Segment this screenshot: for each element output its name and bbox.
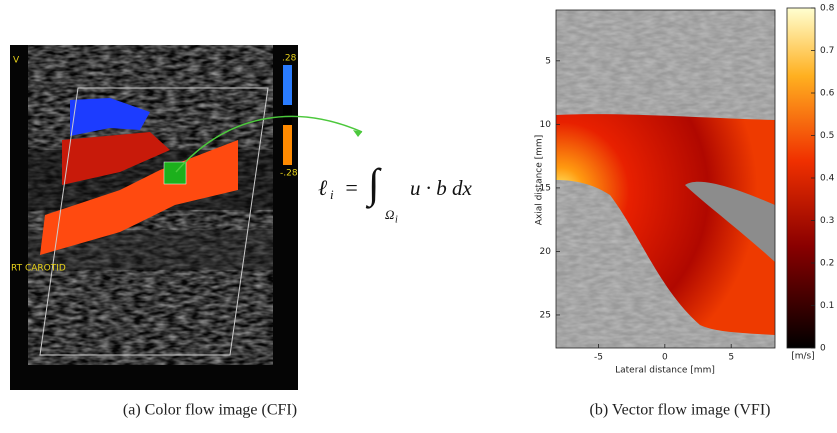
colorbar-tick-label: 0.1 <box>820 301 834 311</box>
figure: V RT CAROTID .28 -.28 ℓ i = ∫ Ω i u · b … <box>0 0 837 428</box>
colorbar-tick-label: 0.3 <box>820 216 834 226</box>
colorbar-tick-label: 0.7 <box>820 46 834 56</box>
colorbar-tick-label: 0.4 <box>820 174 835 184</box>
eq-integrand: u · b dx <box>410 176 473 200</box>
depth-label: V <box>13 56 20 66</box>
y-tick-label: 10 <box>540 120 552 130</box>
scale-top: .28 <box>282 54 297 64</box>
eq-domain-sub: i <box>395 214 398 225</box>
caption: (a) Color flow image (CFI) <box>123 402 297 419</box>
colorbar <box>787 8 815 348</box>
colorbar-tick-label: 0.6 <box>820 89 835 99</box>
x-tick-label: 0 <box>662 353 668 363</box>
y-tick-label: 15 <box>540 183 551 193</box>
colorbar-tick-label: 0 <box>820 344 826 354</box>
eq-lhs: ℓ <box>318 175 328 200</box>
y-tick-label: 20 <box>540 247 552 257</box>
scale-bottom: -.28 <box>280 169 298 179</box>
eq-domain: Ω <box>385 207 394 222</box>
vfi-image <box>556 10 775 348</box>
colorbar-tick-label: 0.2 <box>820 259 834 269</box>
y-tick-label: 5 <box>545 56 551 66</box>
eq-integral: ∫ <box>365 162 382 210</box>
colorbar-label: [m/s] <box>791 352 815 362</box>
colorbar-tick-label: 0.5 <box>820 131 834 141</box>
y-tick-label: 25 <box>540 310 551 320</box>
x-tick-label: -5 <box>594 353 603 363</box>
site-label: RT CAROTID <box>11 264 66 274</box>
x-tick-label: 5 <box>728 353 734 363</box>
equation: ℓ i = ∫ Ω i u · b dx <box>318 162 473 226</box>
colorbar-tick-label: 0.8 <box>820 4 835 14</box>
eq-lhs-sub: i <box>330 187 334 202</box>
y-axis-label: Axial distance [mm] <box>535 135 545 225</box>
eq-op: = <box>344 175 359 200</box>
ultrasound-cfi: V RT CAROTID .28 -.28 <box>10 45 298 390</box>
vfi-plot: Lateral distance [mm] Axial distance [mm… <box>535 8 816 376</box>
x-axis-label: Lateral distance [mm] <box>615 366 715 376</box>
caption: (b) Vector flow image (VFI) <box>590 402 771 419</box>
page: {"panel_a": {"depth_label": "V", "site_l… <box>0 0 837 428</box>
